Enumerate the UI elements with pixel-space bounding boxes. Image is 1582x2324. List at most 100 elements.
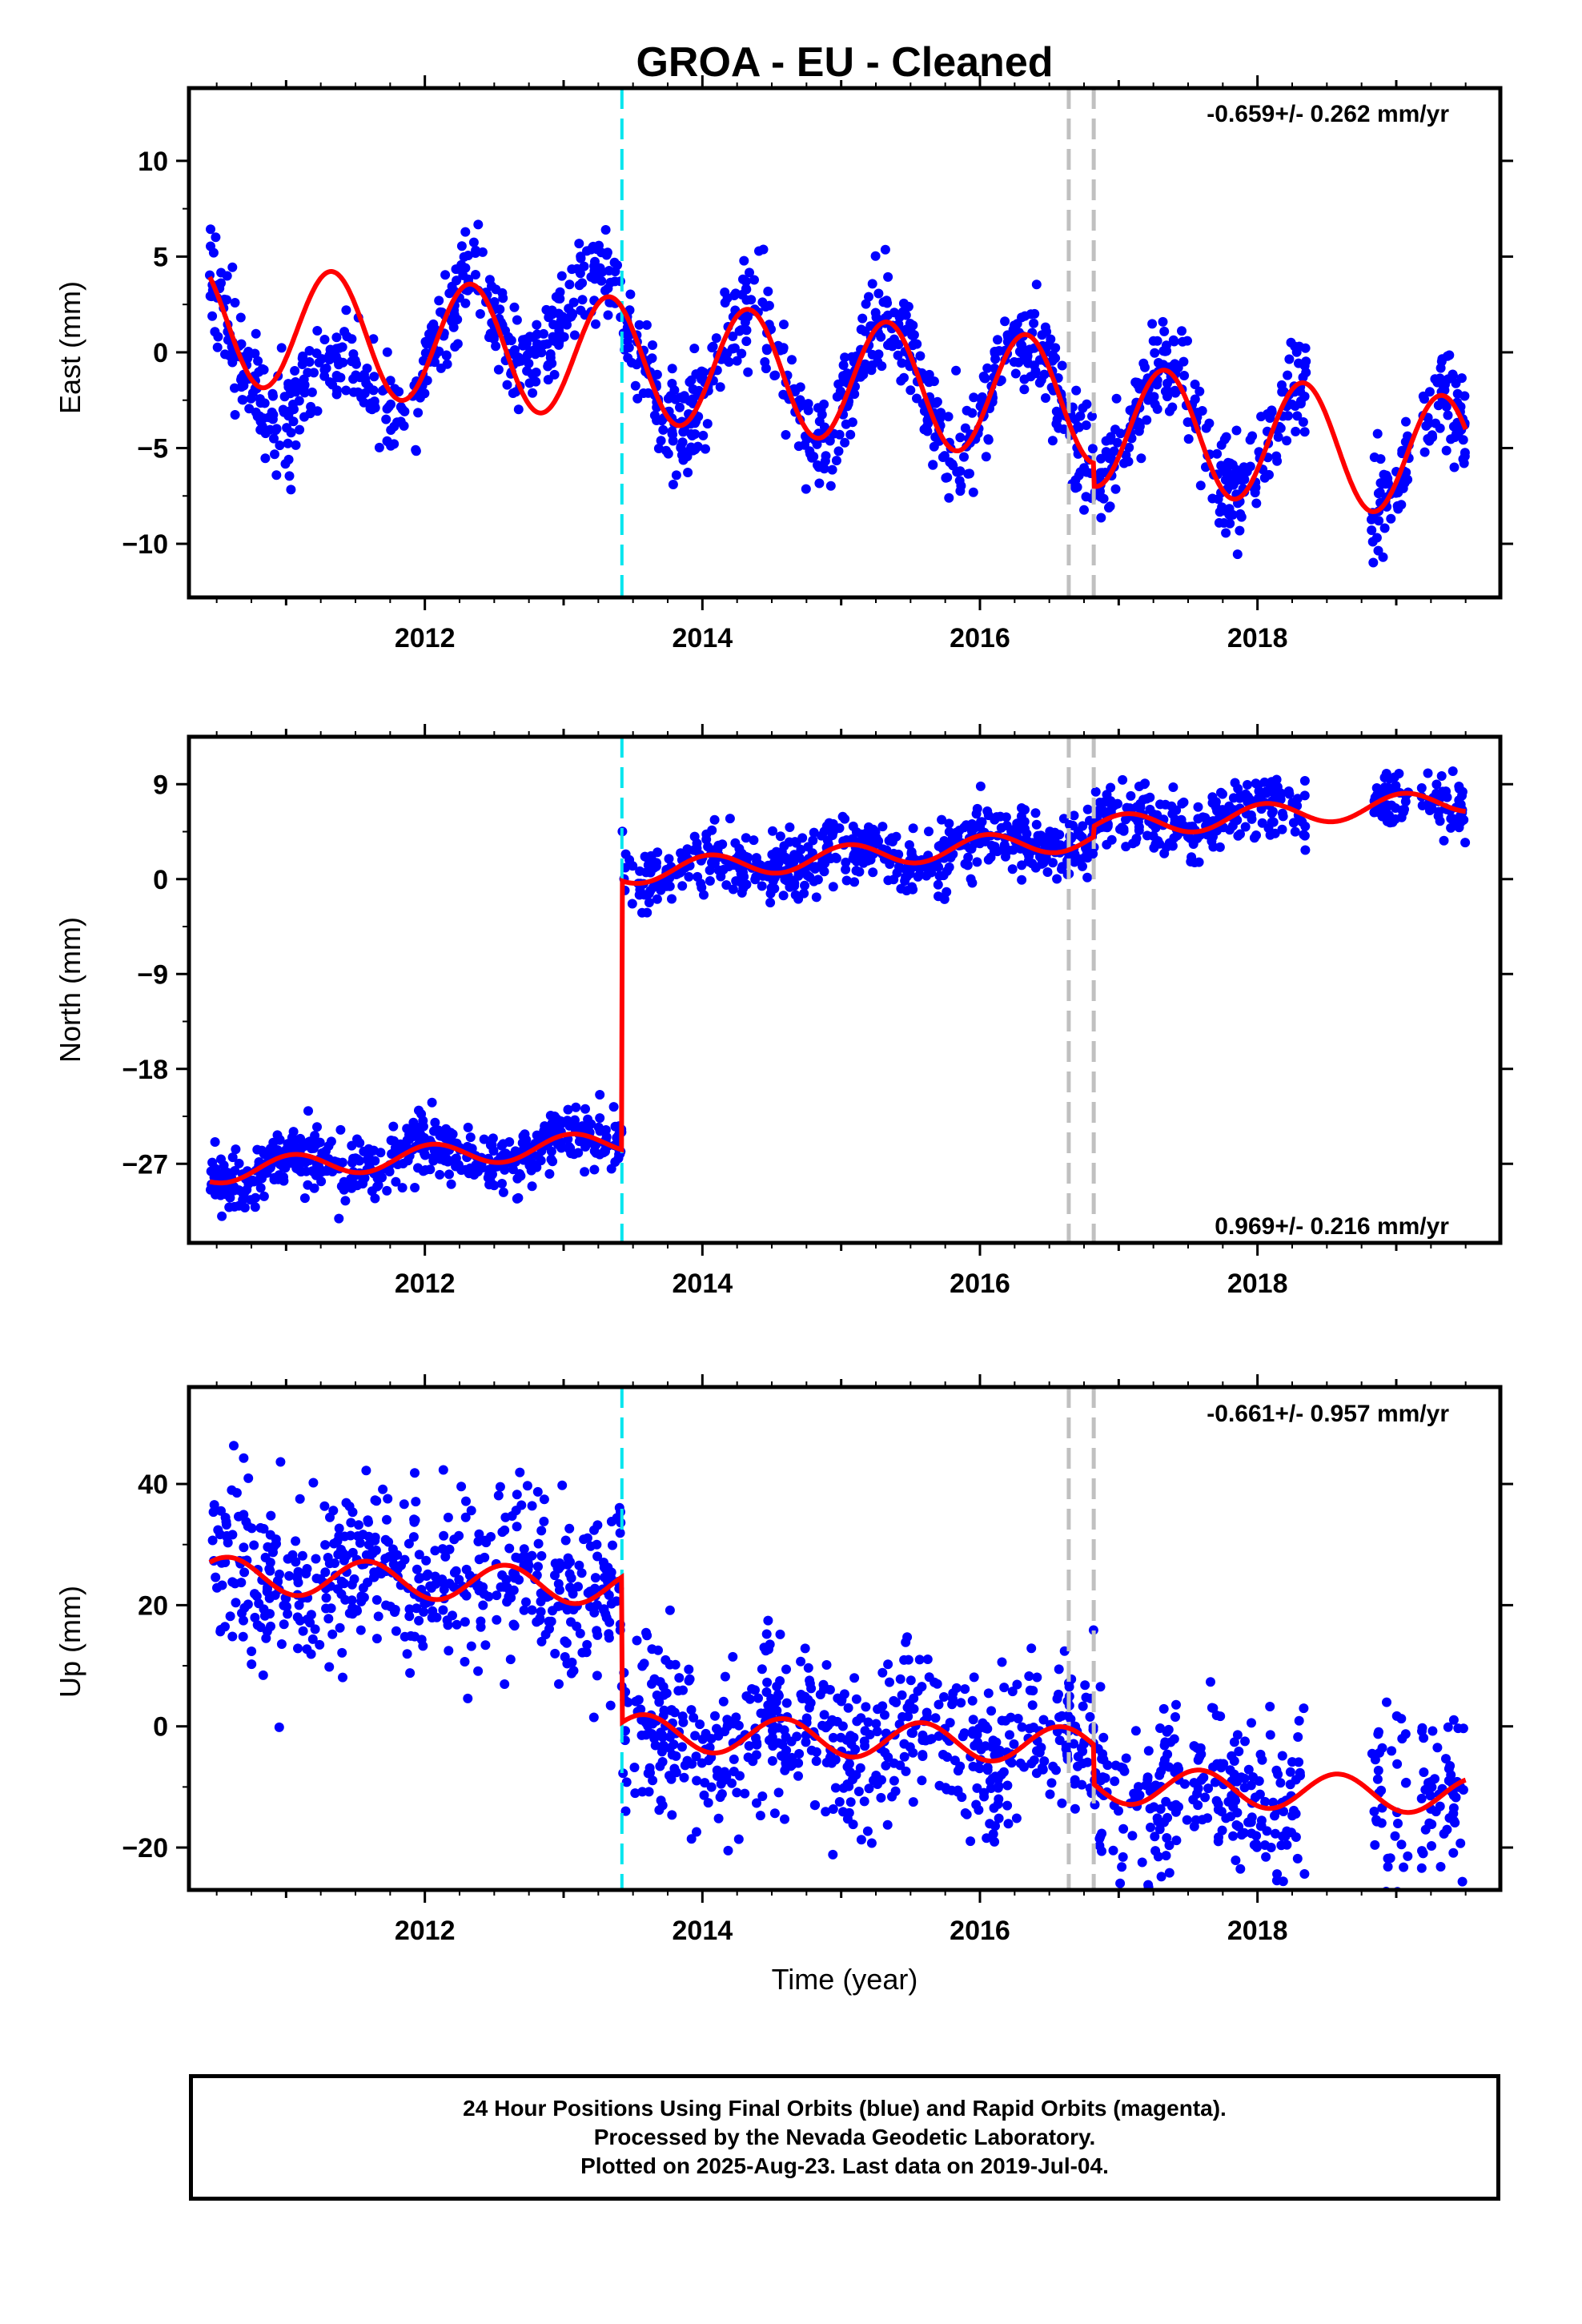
up-observation-point bbox=[592, 1630, 603, 1640]
up-observation-point bbox=[568, 1666, 579, 1676]
up-observation-point bbox=[1247, 1718, 1256, 1728]
north-observation-point bbox=[347, 1157, 357, 1168]
up-observation-point bbox=[255, 1622, 266, 1632]
north-observation-point bbox=[210, 1137, 220, 1147]
north-observation-point bbox=[691, 846, 701, 856]
up-observation-point bbox=[492, 1590, 502, 1601]
east-observation-point bbox=[1224, 504, 1235, 514]
up-observation-point bbox=[1137, 1857, 1147, 1868]
up-observation-point bbox=[461, 1496, 471, 1506]
up-x-tick-label: 2018 bbox=[1227, 1916, 1288, 1946]
east-observation-point bbox=[1087, 444, 1098, 454]
up-observation-point bbox=[1239, 1773, 1250, 1783]
east-observation-point bbox=[1112, 437, 1122, 448]
east-observation-point bbox=[1167, 402, 1178, 412]
up-observation-point bbox=[856, 1713, 866, 1723]
up-observation-point bbox=[828, 1804, 838, 1814]
east-observation-point bbox=[1231, 425, 1242, 436]
up-panel: Up (mm) -0.661+/- 0.957 mm/yr −200204020… bbox=[54, 1374, 1513, 1946]
up-observation-point bbox=[838, 1807, 848, 1817]
east-observation-point bbox=[381, 414, 391, 424]
east-observation-point bbox=[840, 437, 850, 448]
up-observation-point bbox=[1373, 1765, 1383, 1775]
up-observation-point bbox=[1210, 1777, 1220, 1787]
east-observation-point bbox=[230, 298, 240, 308]
east-observation-point bbox=[934, 414, 945, 424]
east-observation-point bbox=[1101, 436, 1111, 446]
up-observation-point bbox=[953, 1787, 963, 1797]
east-observation-point bbox=[351, 370, 361, 380]
up-observation-point bbox=[1383, 1862, 1393, 1872]
up-observation-point bbox=[319, 1501, 330, 1511]
up-observation-point bbox=[656, 1795, 666, 1806]
east-observation-point bbox=[870, 251, 881, 261]
up-observation-point bbox=[729, 1767, 739, 1777]
north-observation-point bbox=[309, 1167, 319, 1177]
east-observation-point bbox=[671, 470, 681, 480]
east-observation-point bbox=[555, 329, 565, 340]
up-observation-point bbox=[1024, 1671, 1034, 1681]
north-observation-point bbox=[287, 1144, 297, 1154]
east-observation-point bbox=[502, 380, 512, 390]
up-observation-point bbox=[264, 1593, 275, 1603]
up-observation-point bbox=[1423, 1778, 1433, 1788]
east-observation-point bbox=[259, 413, 269, 424]
north-observation-point bbox=[427, 1097, 437, 1108]
up-observation-point bbox=[1207, 1703, 1217, 1713]
up-observation-point bbox=[806, 1745, 817, 1755]
north-observation-point bbox=[1300, 845, 1311, 855]
north-observation-point bbox=[1399, 804, 1409, 814]
east-observation-point bbox=[698, 430, 709, 440]
up-observation-point bbox=[1231, 1856, 1241, 1865]
east-observation-point bbox=[812, 439, 822, 449]
east-observation-point bbox=[1147, 319, 1158, 329]
up-observation-point bbox=[982, 1833, 992, 1844]
east-observation-point bbox=[283, 379, 294, 389]
up-observation-point bbox=[641, 1627, 651, 1638]
east-observation-point bbox=[630, 380, 640, 391]
north-observation-point bbox=[462, 1141, 472, 1152]
up-observation-point bbox=[338, 1672, 347, 1683]
up-observation-point bbox=[1054, 1735, 1065, 1746]
up-observation-point bbox=[391, 1626, 401, 1636]
east-observation-point bbox=[1142, 415, 1152, 425]
up-observation-point bbox=[678, 1717, 689, 1727]
up-observation-point bbox=[1374, 1727, 1383, 1737]
up-observation-point bbox=[1445, 1761, 1456, 1771]
up-observation-point bbox=[484, 1591, 494, 1602]
up-observation-point bbox=[460, 1512, 471, 1522]
up-observation-point bbox=[665, 1605, 675, 1615]
north-observation-point bbox=[346, 1174, 356, 1184]
east-observation-point bbox=[257, 421, 267, 432]
up-observation-point bbox=[437, 1544, 448, 1554]
north-y-tick-label: 9 bbox=[153, 770, 168, 800]
up-observation-point bbox=[612, 1596, 621, 1606]
up-observation-point bbox=[960, 1808, 970, 1818]
up-observation-point bbox=[713, 1771, 722, 1781]
up-observation-point bbox=[979, 1787, 989, 1798]
up-observation-point bbox=[947, 1699, 958, 1710]
east-observation-point bbox=[341, 305, 351, 316]
north-observation-point bbox=[391, 1176, 401, 1187]
east-observation-point bbox=[648, 340, 657, 350]
east-observation-point bbox=[500, 325, 510, 336]
up-observation-point bbox=[608, 1540, 617, 1550]
north-observation-point bbox=[877, 822, 888, 832]
north-observation-point bbox=[1456, 799, 1466, 810]
up-observation-point bbox=[821, 1660, 832, 1670]
up-observation-point bbox=[1294, 1715, 1304, 1726]
up-observation-point bbox=[872, 1727, 882, 1737]
east-observation-point bbox=[838, 360, 849, 370]
north-observation-point bbox=[624, 854, 635, 865]
north-observation-point bbox=[436, 1131, 446, 1141]
east-observation-point bbox=[332, 372, 343, 383]
east-observation-point bbox=[591, 319, 600, 329]
up-observation-point bbox=[320, 1567, 331, 1578]
up-observation-point bbox=[1070, 1775, 1080, 1785]
north-observation-point bbox=[1042, 867, 1053, 877]
up-observation-point bbox=[590, 1583, 600, 1594]
north-observation-point bbox=[250, 1202, 260, 1212]
up-observation-point bbox=[871, 1719, 881, 1729]
east-observation-point bbox=[1301, 356, 1311, 367]
up-observation-point bbox=[630, 1788, 640, 1799]
